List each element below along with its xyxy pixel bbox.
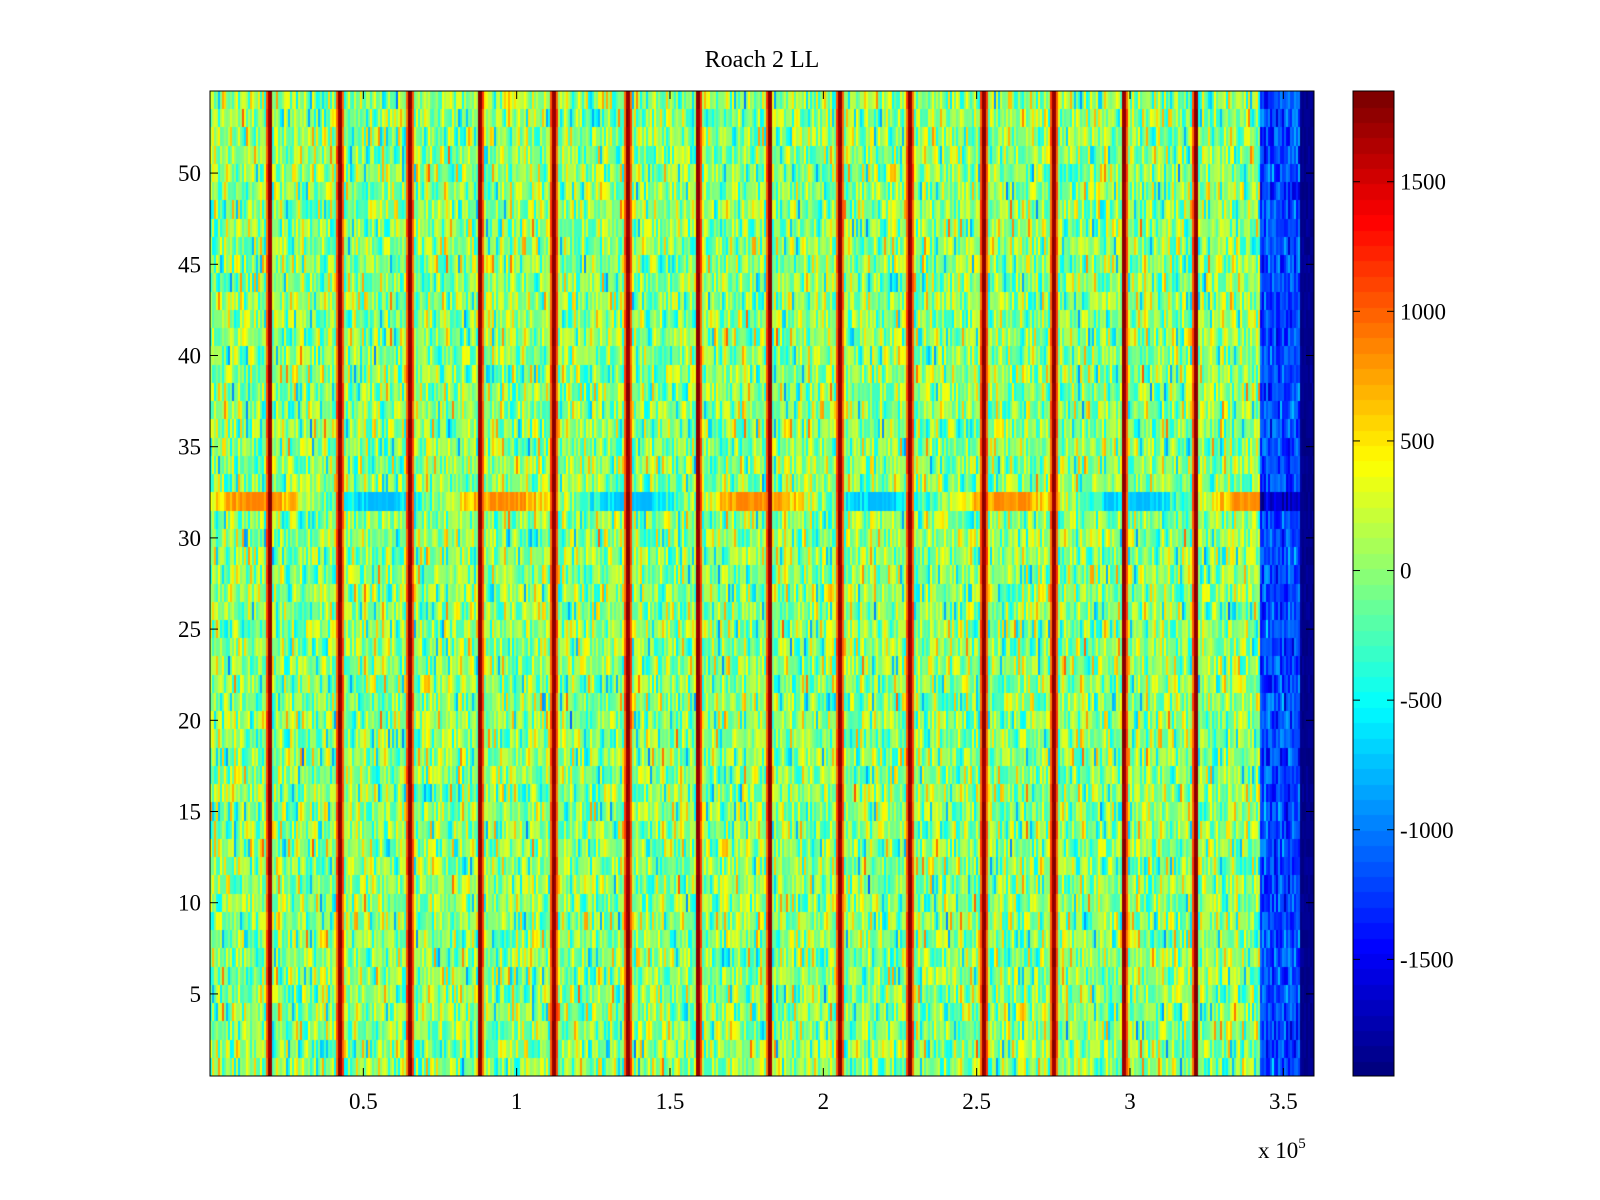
x-tick-label: 1 (511, 1089, 523, 1114)
y-tick-label: 5 (190, 982, 202, 1007)
heatmap-image (210, 91, 1314, 1076)
x-tick-label: 3 (1124, 1089, 1136, 1114)
x-axis: 0.5 1 1.5 2 2.5 3 3.5 (349, 91, 1298, 1114)
colorbar-tick-label: 1500 (1400, 170, 1446, 195)
y-tick-label: 20 (178, 708, 201, 733)
x-multiplier-label: x 105 (1258, 1136, 1306, 1163)
y-tick-label: 50 (178, 161, 201, 186)
y-axis: 5 10 15 20 25 30 35 40 45 50 (178, 161, 1314, 1007)
x-tick-label: 2 (818, 1089, 830, 1114)
colorbar-tick-label: -1000 (1400, 818, 1454, 843)
y-tick-label: 30 (178, 526, 201, 551)
y-tick-label: 45 (178, 252, 201, 277)
colorbar-tick-label: 500 (1400, 429, 1435, 454)
y-tick-label: 40 (178, 343, 201, 368)
x-tick-label: 3.5 (1269, 1089, 1298, 1114)
x-tick-label: 0.5 (349, 1089, 378, 1114)
y-tick-label: 15 (178, 800, 201, 825)
x-tick-label: 1.5 (656, 1089, 685, 1114)
y-tick-label: 35 (178, 435, 201, 460)
colorbar-tick-label: 1000 (1400, 299, 1446, 324)
colorbar-axis: 1500 1000 500 0 -500 -1000 -1500 (1353, 170, 1454, 972)
x-tick-label: 2.5 (962, 1089, 991, 1114)
colorbar-tick-label: -1500 (1400, 947, 1454, 972)
chart-title: Roach 2 LL (705, 47, 820, 73)
y-tick-label: 10 (178, 891, 201, 916)
colorbar-tick-label: -500 (1400, 688, 1442, 713)
plot-frame (209, 90, 1315, 1077)
colorbar-image (1353, 91, 1394, 1076)
colorbar-frame (1352, 90, 1395, 1077)
y-tick-label: 25 (178, 617, 201, 642)
colorbar-tick-label: 0 (1400, 559, 1412, 584)
